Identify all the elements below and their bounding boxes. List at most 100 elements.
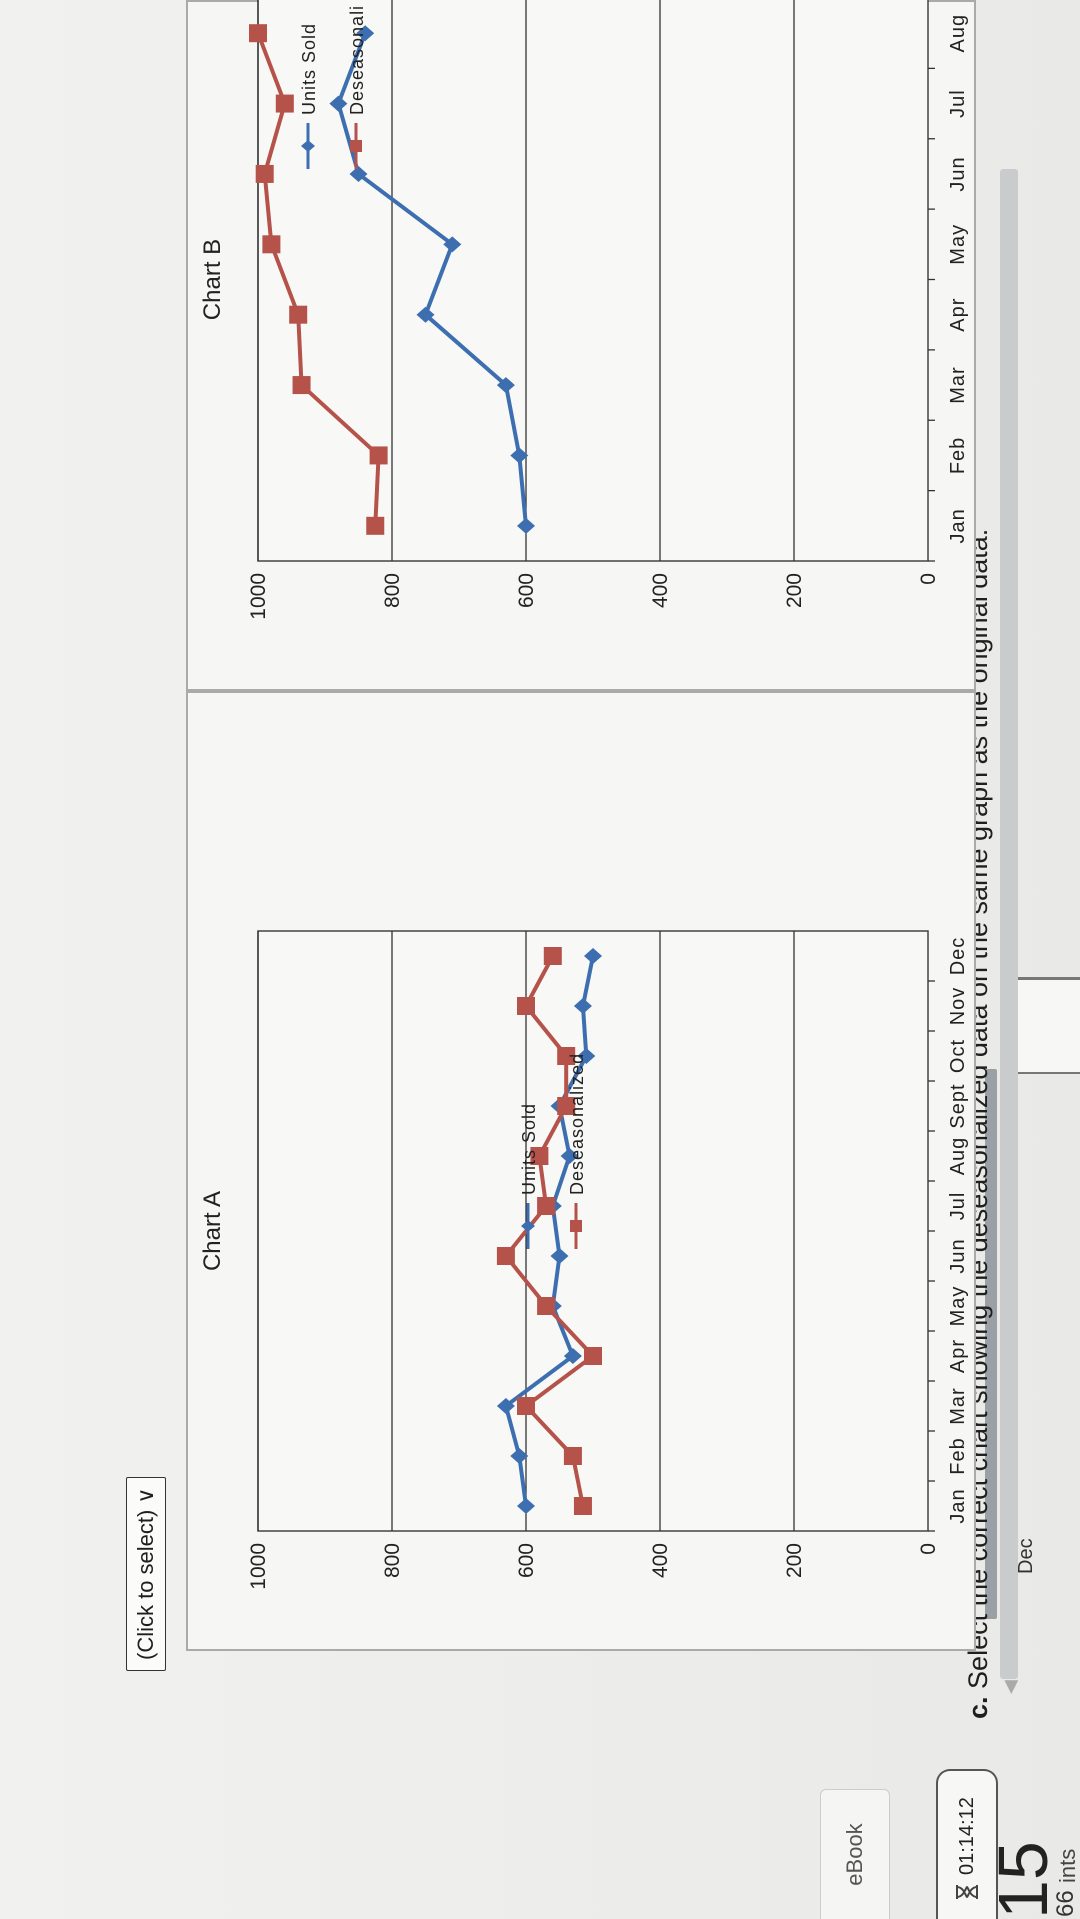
- y-tick-label: 600: [515, 1543, 538, 1578]
- x-tick-label: Apr: [947, 298, 969, 332]
- data-point: [496, 1247, 515, 1265]
- data-point: [584, 948, 602, 964]
- y-tick-label: 800: [381, 1543, 404, 1578]
- data-point: [369, 446, 388, 465]
- x-tick-label: Aug: [947, 14, 969, 53]
- data-point: [496, 377, 515, 394]
- data-point: [557, 1047, 576, 1065]
- y-tick-label: 200: [783, 1543, 806, 1578]
- ebook-button[interactable]: eBook: [820, 1789, 890, 1919]
- data-point: [517, 517, 535, 534]
- data-point: [443, 236, 462, 253]
- x-tick-label: Nov: [947, 987, 969, 1026]
- data-point: [557, 1097, 576, 1115]
- answer-cell[interactable]: [1010, 979, 1080, 1074]
- plot-area: [257, 930, 929, 1532]
- x-tick-label: Aug: [947, 1137, 969, 1176]
- chart-title: Chart A: [199, 1191, 226, 1271]
- series-line: [336, 32, 528, 527]
- data-point: [573, 1497, 592, 1515]
- data-point: [255, 164, 274, 183]
- data-point: [496, 1398, 515, 1414]
- legend-marker: [570, 1220, 582, 1232]
- points-label: ints: [1055, 1848, 1080, 1883]
- chevron-down-icon: ∨: [133, 1487, 158, 1504]
- data-point: [563, 1447, 582, 1465]
- chart-a: Chart A 0 200 400 600 800 1000 Jan Feb Mar Apr May J…: [199, 930, 969, 1590]
- x-tick-label: Jun: [947, 1238, 969, 1273]
- data-point: [510, 1448, 529, 1464]
- x-tick-label: Oct: [947, 1039, 969, 1073]
- horizontal-scrollbar[interactable]: [1000, 169, 1018, 1679]
- data-point: [517, 1498, 535, 1514]
- x-tick-label: Mar: [947, 1387, 969, 1424]
- data-point: [262, 235, 281, 254]
- tab-dec[interactable]: Dec: [1015, 1538, 1037, 1574]
- answer-select[interactable]: (Click to select) ∨: [126, 1476, 166, 1671]
- data-point: [329, 95, 348, 112]
- legend-marker: [350, 140, 362, 152]
- data-point: [577, 1048, 596, 1064]
- x-tick-label: Mar: [947, 366, 969, 403]
- data-point: [366, 516, 385, 535]
- data-point: [510, 447, 529, 464]
- y-tick-label: 0: [917, 573, 940, 585]
- data-point: [560, 1148, 579, 1164]
- legend-label: Units Sold: [299, 23, 319, 115]
- data-point: [550, 1248, 569, 1264]
- series-line: [503, 955, 595, 1507]
- y-tick-label: 400: [649, 573, 672, 608]
- data-point: [517, 997, 535, 1015]
- y-tick-label: 200: [783, 573, 806, 608]
- data-point: [416, 306, 435, 323]
- timer-value: 01:14:12: [955, 1797, 978, 1875]
- data-point: [537, 1197, 556, 1215]
- data-point: [530, 1147, 549, 1165]
- y-tick-label: 800: [381, 573, 404, 608]
- scroll-left-arrow[interactable]: ◀: [1000, 1680, 1020, 1694]
- chart-a-panel[interactable]: Chart A 0 200 400 600 800 1000 Jan Feb Mar Apr May J…: [186, 691, 976, 1651]
- chart-b-panel[interactable]: Chart B 0 200 400 600 800 1000 Jan Feb Mar Apr May J…: [186, 0, 976, 691]
- y-tick-label: 400: [649, 1543, 672, 1578]
- y-tick-label: 1000: [247, 573, 270, 620]
- data-point: [249, 24, 267, 43]
- legend-label: Deseasonalized: [567, 1053, 587, 1195]
- data-point: [543, 947, 562, 965]
- question-number: 15: [984, 1841, 1062, 1919]
- answer-select-label: (Click to select): [133, 1509, 158, 1660]
- chart-title: Chart B: [199, 239, 226, 320]
- hourglass-icon: [956, 1885, 978, 1899]
- data-point: [584, 1347, 602, 1365]
- chart-b: Chart B 0 200 400 600 800 1000 Jan Feb Mar Apr May J…: [199, 0, 969, 620]
- series-line: [256, 32, 381, 526]
- y-tick-label: 600: [515, 573, 538, 608]
- score-fragment: 66: [1052, 1890, 1079, 1917]
- x-tick-label: May: [947, 224, 969, 265]
- data-point: [275, 94, 294, 113]
- legend-label: Deseasonali: [347, 5, 367, 115]
- data-point: [289, 305, 308, 324]
- legend-label: Units Sold: [519, 1103, 539, 1195]
- x-tick-label: Jul: [947, 1192, 969, 1221]
- x-tick-label: Jan: [947, 508, 969, 543]
- data-point: [537, 1297, 556, 1315]
- data-point: [517, 1397, 535, 1415]
- x-tick-label: Jun: [947, 156, 969, 191]
- data-point: [573, 998, 592, 1014]
- legend-marker: [521, 1220, 535, 1232]
- y-tick-label: 0: [917, 1543, 940, 1555]
- x-tick-label: Feb: [947, 437, 969, 474]
- legend-marker: [301, 140, 315, 152]
- x-tick-label: Sept: [947, 1083, 969, 1128]
- x-tick-label: Jul: [947, 89, 969, 118]
- timer: 01:14:12: [936, 1769, 998, 1919]
- x-tick-label: Feb: [947, 1437, 969, 1474]
- question-prefix: c.: [963, 1696, 993, 1719]
- data-point: [349, 165, 368, 182]
- answer-cell-right[interactable]: [1010, 939, 1080, 979]
- x-tick-label: Jan: [947, 1488, 969, 1523]
- x-tick-label: Dec: [947, 937, 969, 976]
- x-tick-label: May: [947, 1286, 969, 1327]
- x-tick-label: Apr: [947, 1339, 969, 1373]
- y-tick-label: 1000: [247, 1543, 270, 1590]
